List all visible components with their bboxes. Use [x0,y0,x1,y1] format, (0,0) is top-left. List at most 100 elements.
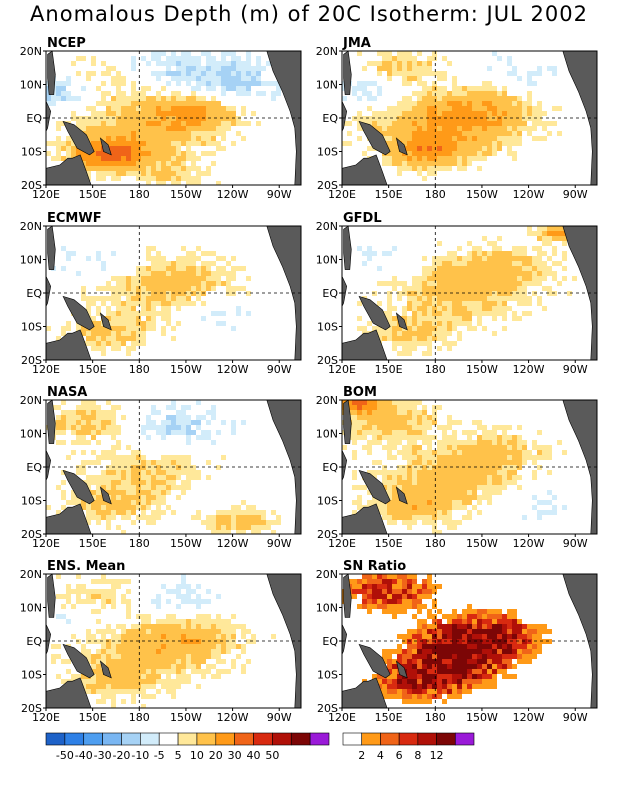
heatmap-cell [56,86,61,91]
heatmap-cell [397,505,402,510]
heatmap-cell [151,634,156,639]
heatmap-cell [96,405,101,410]
heatmap-cell [437,649,442,654]
heatmap-cell [56,126,61,131]
heatmap-cell [432,644,437,649]
heatmap-cell [437,445,442,450]
heatmap-cell [497,146,502,151]
heatmap-cell [66,455,71,460]
heatmap-cell [176,664,181,669]
heatmap-cell [241,91,246,96]
heatmap-cell [156,131,161,136]
heatmap-cell [352,415,357,420]
heatmap-cell [357,86,362,91]
heatmap-cell [487,296,492,301]
heatmap-cell [552,246,557,251]
heatmap-cell [151,111,156,116]
heatmap-cell [417,311,422,316]
land-east [266,51,301,185]
heatmap-cell [427,415,432,420]
heatmap-cell [382,161,387,166]
heatmap-cell [507,644,512,649]
heatmap-cell [191,430,196,435]
heatmap-cell [101,450,106,455]
heatmap-cell [412,61,417,66]
heatmap-cell [61,246,66,251]
heatmap-cell [256,515,261,520]
heatmap-cell [181,664,186,669]
heatmap-cell [507,251,512,256]
heatmap-cell [256,61,261,66]
heatmap-cell [181,121,186,126]
heatmap-cell [517,121,522,126]
heatmap-cell [457,301,462,306]
heatmap-cell [407,286,412,291]
heatmap-cell [216,649,221,654]
heatmap-cell [161,485,166,490]
heatmap-cell [482,654,487,659]
heatmap-cell [512,116,517,121]
heatmap-cell [442,644,447,649]
heatmap-cell [447,266,452,271]
heatmap-cell [206,614,211,619]
heatmap-cell [131,629,136,634]
heatmap-cell [427,425,432,430]
heatmap-cell [362,594,367,599]
heatmap-cell [487,141,492,146]
heatmap-cell [407,341,412,346]
heatmap-cell [502,629,507,634]
heatmap-cell [101,301,106,306]
heatmap-cell [412,520,417,525]
heatmap-cell [527,101,532,106]
heatmap-cell [447,629,452,634]
heatmap-cell [377,410,382,415]
heatmap-cell [201,131,206,136]
heatmap-cell [367,574,372,579]
heatmap-cell [166,266,171,271]
heatmap-cell [427,166,432,171]
heatmap-cell [91,136,96,141]
heatmap-cell [432,495,437,500]
heatmap-cell [547,639,552,644]
heatmap-cell [432,515,437,520]
heatmap-cell [146,684,151,689]
heatmap-cell [397,654,402,659]
heatmap-cell [382,579,387,584]
heatmap-cell [131,91,136,96]
heatmap-cell [422,126,427,131]
x-tick-label: 120W [513,188,545,201]
heatmap-cell [457,520,462,525]
heatmap-cell [422,624,427,629]
heatmap-cell [91,659,96,664]
heatmap-cell [487,679,492,684]
heatmap-cell [382,470,387,475]
heatmap-cell [412,515,417,520]
heatmap-cell [251,510,256,515]
heatmap-cell [527,116,532,121]
heatmap-cell [191,475,196,480]
heatmap-cell [196,664,201,669]
heatmap-cell [377,86,382,91]
heatmap-cell [181,410,186,415]
heatmap-cell [482,286,487,291]
heatmap-cell [181,594,186,599]
heatmap-cell [437,161,442,166]
heatmap-cell [171,326,176,331]
heatmap-cell [106,311,111,316]
heatmap-cell [512,271,517,276]
heatmap-cell [487,91,492,96]
heatmap-cell [492,111,497,116]
heatmap-cell [487,86,492,91]
heatmap-cell [81,430,86,435]
heatmap-cell [121,301,126,306]
heatmap-cell [387,609,392,614]
heatmap-cell [156,61,161,66]
heatmap-cell [397,71,402,76]
heatmap-cell [206,126,211,131]
heatmap-cell [126,654,131,659]
heatmap-cell [216,321,221,326]
heatmap-cell [507,136,512,141]
heatmap-cell [61,91,66,96]
heatmap-cell [437,470,442,475]
heatmap-cell [472,271,477,276]
